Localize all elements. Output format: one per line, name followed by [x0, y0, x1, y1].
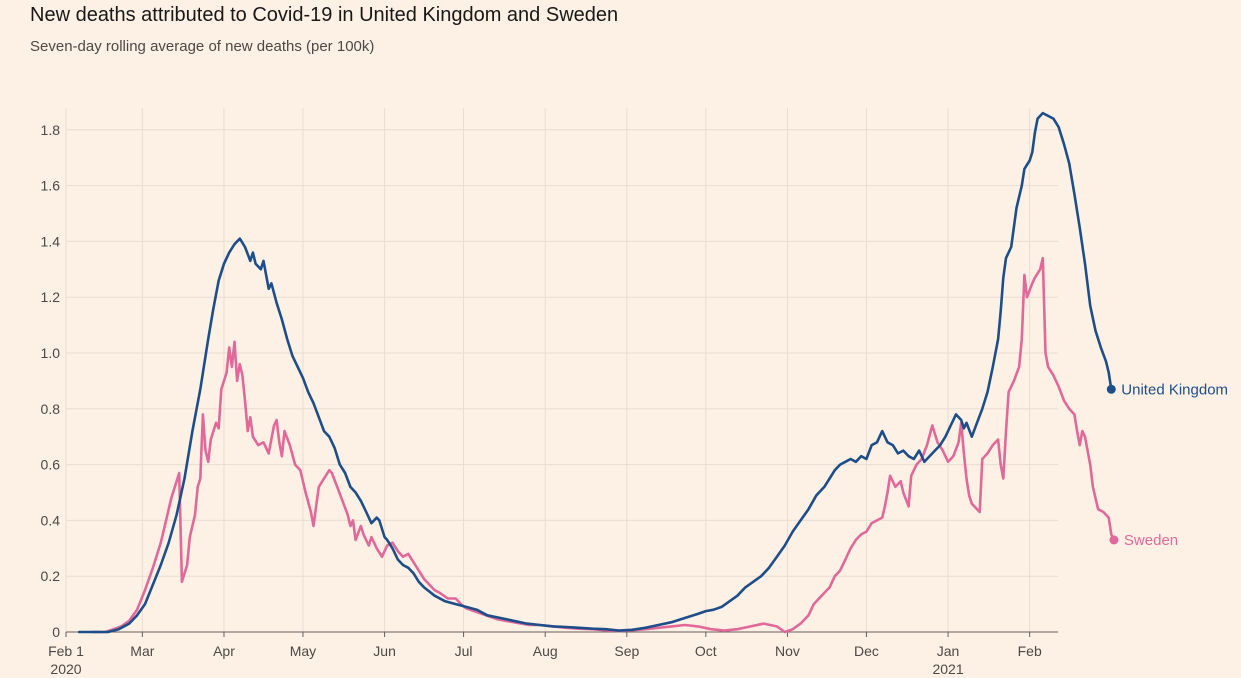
series-end-marker	[1106, 384, 1116, 394]
y-axis: 0 0.2 0.4 0.6 0.8 1.0 1.2 1.4 1.6 1.8	[41, 122, 61, 640]
y-tick-label: 0.4	[41, 512, 61, 528]
y-tick-label: 1.4	[41, 233, 61, 249]
x-tick-label: Mar	[130, 643, 154, 659]
series-end-label: Sweden	[1124, 532, 1178, 549]
y-tick-label: 1.8	[41, 122, 61, 138]
series-line-united-kingdom	[77, 111, 1113, 634]
series-lines: Sweden United Kingdom	[77, 111, 1228, 634]
x-tick-label: Apr	[213, 643, 235, 659]
series-end-label: United Kingdom	[1121, 381, 1228, 398]
x-tick-label: Feb 1	[48, 643, 84, 659]
x-tick-label: May	[290, 643, 316, 659]
x-tick-label: Jul	[455, 643, 473, 659]
x-tick-label: Oct	[695, 643, 717, 659]
series-end-marker	[1109, 535, 1119, 545]
chart-title: New deaths attributed to Covid-19 in Uni…	[30, 4, 619, 26]
x-tick-label: Feb	[1018, 643, 1042, 659]
y-tick-label: 0.8	[41, 401, 61, 417]
x-tick-label: Aug	[533, 643, 558, 659]
y-tick-label: 0.2	[41, 568, 61, 584]
x-axis: Feb 1 2020 Mar Apr May Jun Jul Aug Sep Oct Nov Dec J…	[48, 632, 1042, 677]
x-tick-year: 2020	[50, 661, 81, 677]
y-tick-label: 1.6	[41, 178, 61, 194]
grid	[65, 108, 1058, 632]
chart-subtitle: Seven-day rolling average of new deaths …	[30, 38, 375, 55]
x-tick-year: 2021	[932, 661, 963, 677]
y-tick-label: 0.6	[41, 457, 61, 473]
x-tick-label: Jun	[373, 643, 396, 659]
y-tick-label: 0	[52, 624, 60, 640]
x-tick-label: Sep	[614, 643, 639, 659]
x-tick-label: Nov	[775, 643, 800, 659]
x-tick-label: Dec	[854, 643, 879, 659]
y-tick-label: 1.2	[41, 289, 61, 305]
x-tick-label: Jan	[937, 643, 960, 659]
y-tick-label: 1.0	[41, 345, 61, 361]
